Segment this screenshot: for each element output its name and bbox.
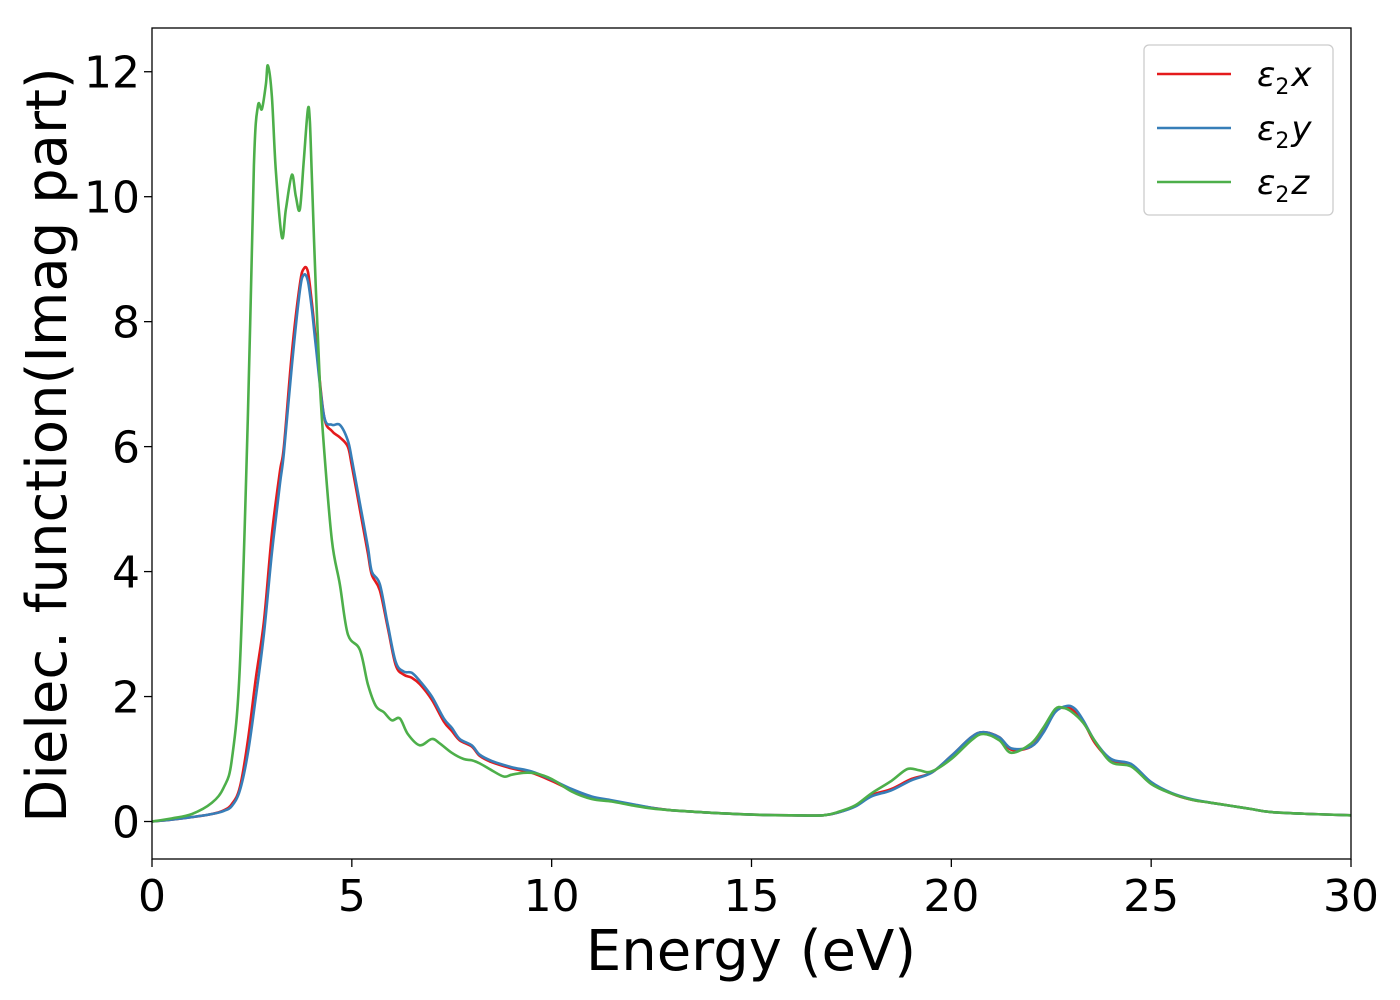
x-tick-label: 25 [1123,871,1179,922]
y-tick-label: 6 [112,423,140,474]
y-tick-label: 0 [112,798,140,849]
y-tick-label: 2 [112,673,140,724]
x-tick-label: 5 [338,871,366,922]
x-tick-label: 30 [1323,871,1379,922]
legend: ε2x ε2y ε2z [1143,44,1334,216]
y-tick-label: 8 [112,298,140,349]
legend-box [1143,44,1334,216]
legend-label: ε2x [1257,55,1312,100]
y-tick-label: 12 [84,48,140,99]
y-tick-label: 4 [112,548,140,599]
legend-label: ε2z [1257,163,1310,208]
y-axis-ticks: 0 2 4 6 8 10 12 [84,48,152,849]
series-line-2 [151,272,1352,823]
x-tick-label: 15 [724,871,780,922]
x-axis-ticks: 0 5 10 15 20 25 30 [138,859,1379,922]
series-line-3 [151,64,1352,823]
y-tick-label: 10 [84,173,140,224]
y-axis-label: Dielec. function(Imag part) [15,67,80,823]
series-lines [151,64,1352,823]
x-axis-label: Energy (eV) [586,919,916,984]
x-tick-label: 0 [138,871,166,922]
x-tick-label: 20 [923,871,979,922]
legend-label: ε2y [1257,109,1312,154]
x-tick-label: 10 [524,871,580,922]
